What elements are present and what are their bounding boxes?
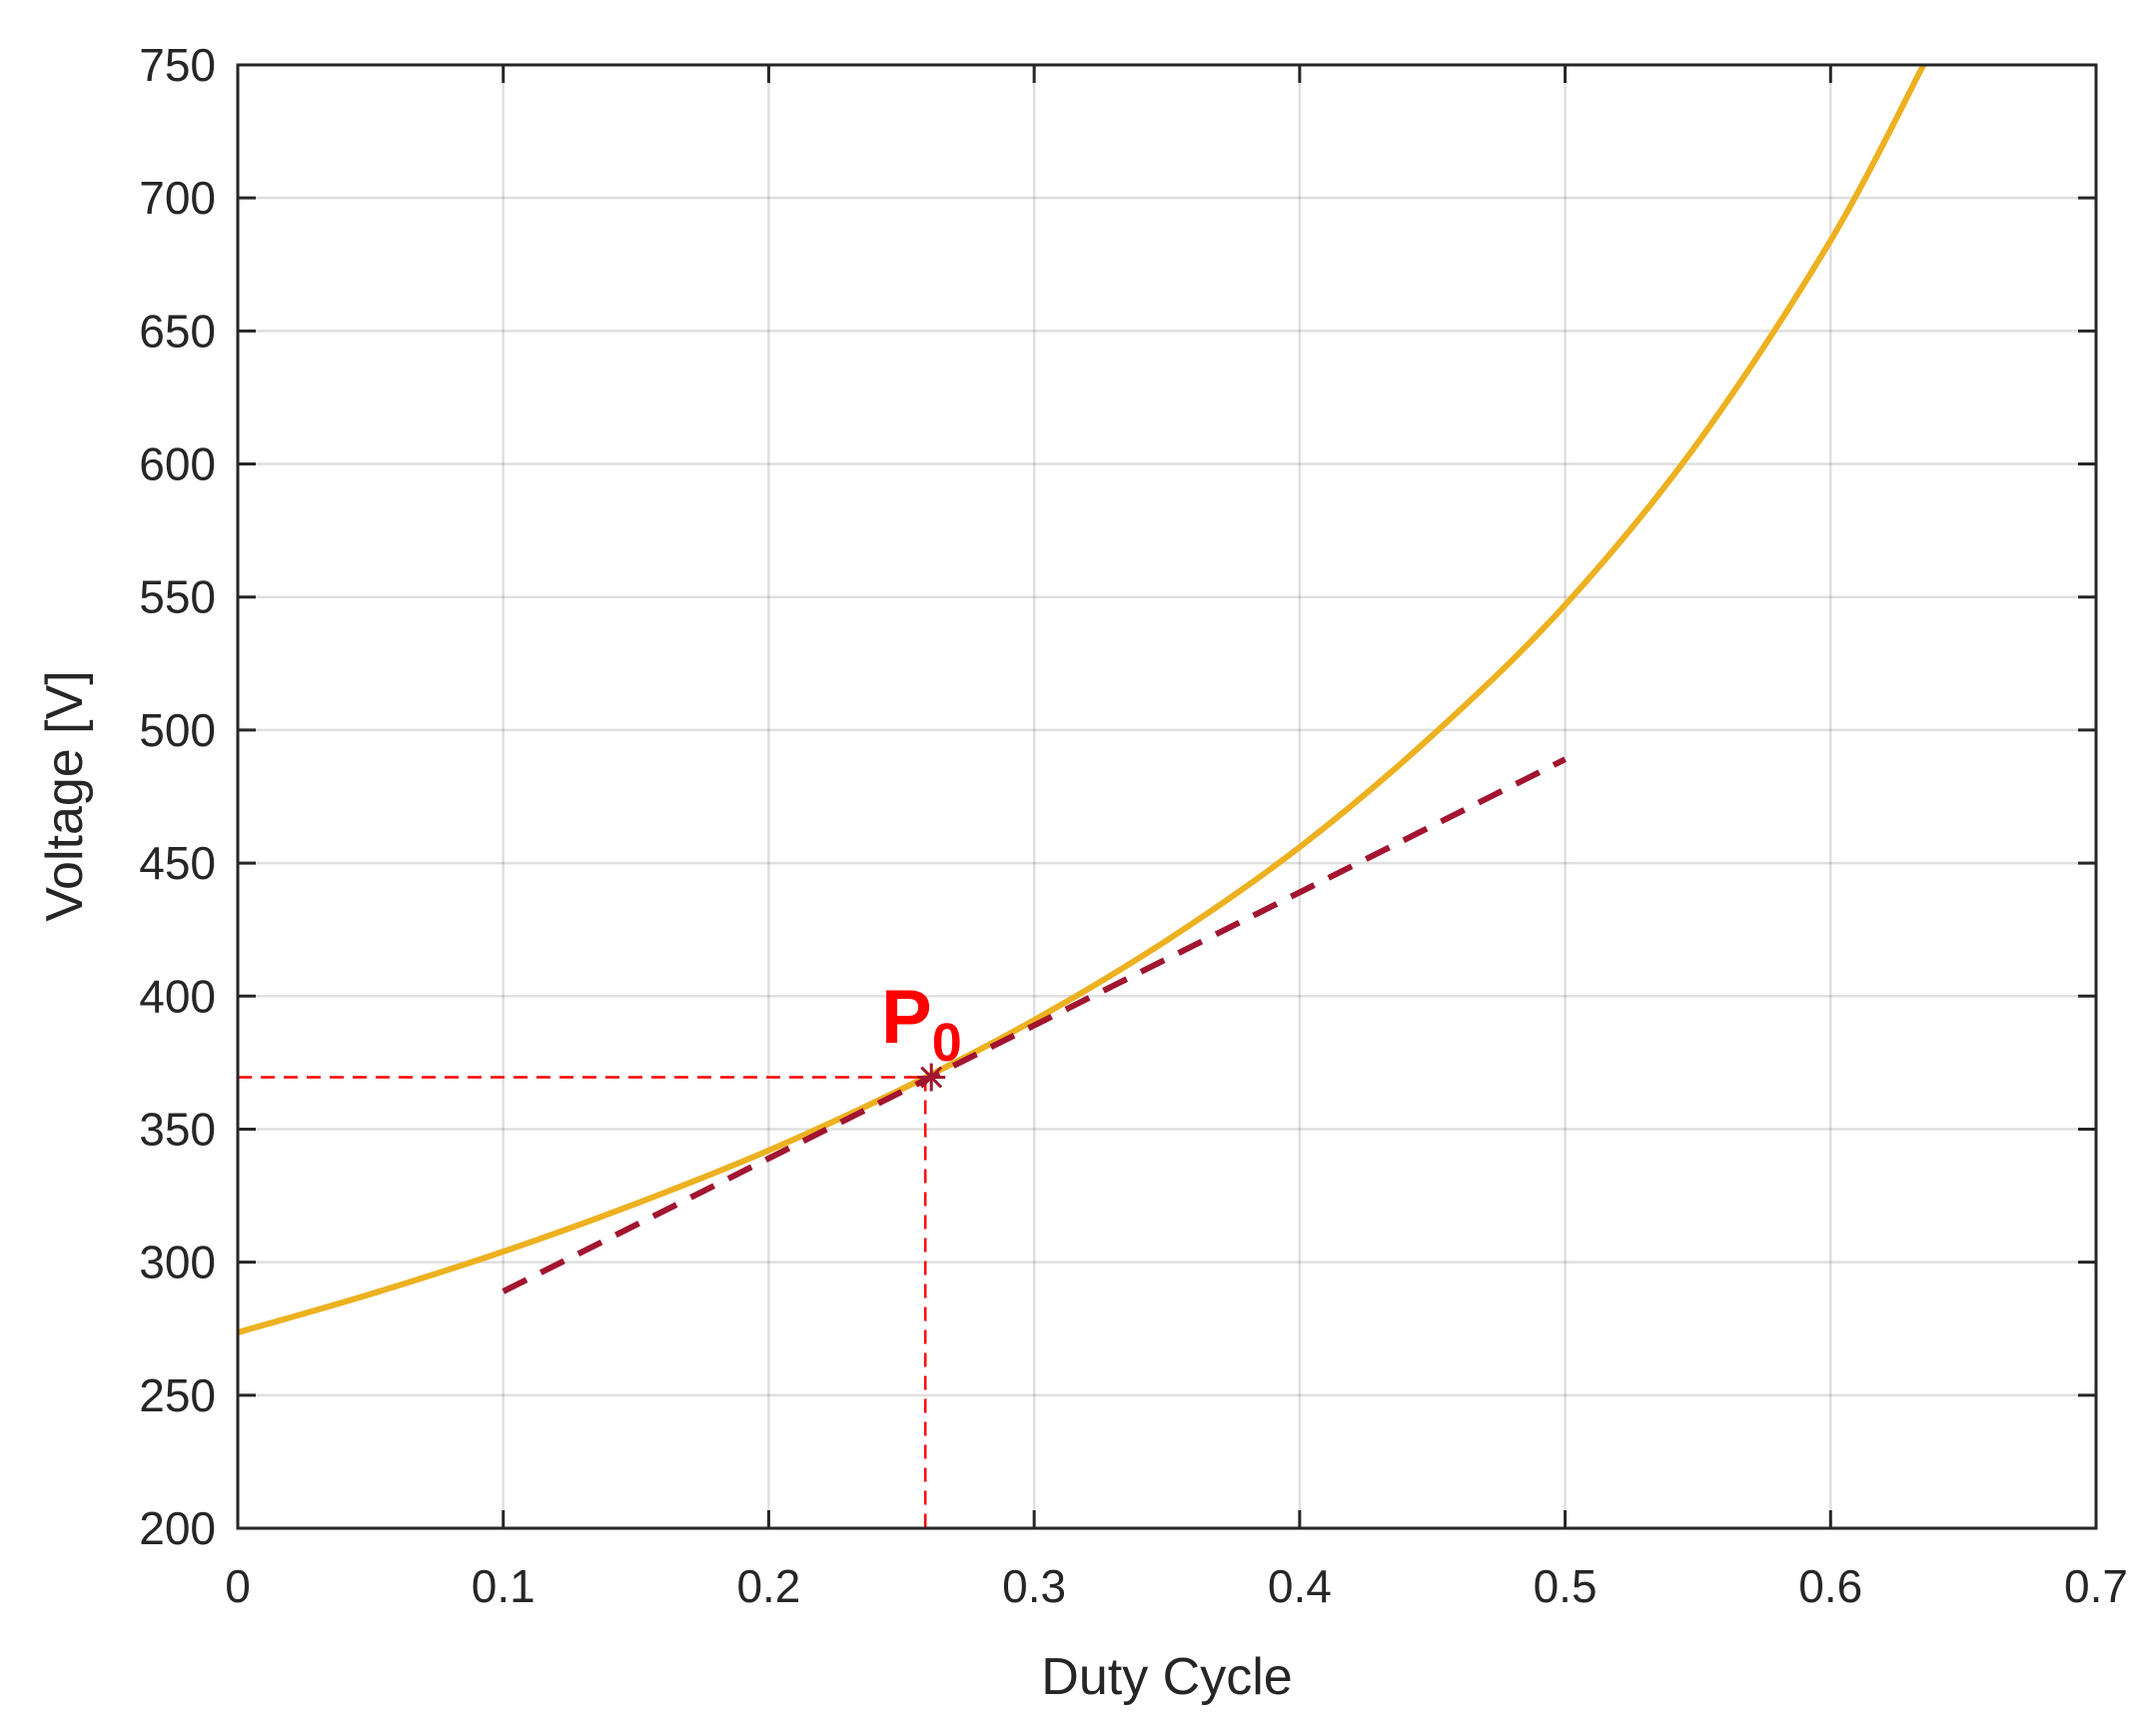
operating-point-marker-stroke [920, 1066, 943, 1089]
y-tick-label: 250 [139, 1369, 216, 1421]
operating-point-label-subscript: 0 [932, 1013, 962, 1073]
y-tick-label: 500 [139, 704, 216, 756]
x-tick-label: 0.4 [1268, 1560, 1332, 1612]
x-tick-label: 0.2 [736, 1560, 800, 1612]
y-tick-label: 200 [139, 1502, 216, 1554]
y-tick-label: 350 [139, 1103, 216, 1155]
series-layer [237, 63, 1926, 1335]
plot-background [238, 65, 2096, 1528]
y-tick-label: 650 [139, 305, 216, 357]
x-axis-title: Duty Cycle [1041, 1648, 1292, 1706]
y-tick-label: 300 [139, 1237, 216, 1288]
ticks [236, 63, 2098, 1530]
y-axis-title: Voltage [V] [36, 670, 94, 922]
y-tick-label: 600 [139, 438, 216, 490]
marker-layer [917, 1063, 946, 1092]
x-tick-labels: 0 0.1 0.2 0.3 0.4 0.5 0.6 0.7 [225, 1560, 2128, 1612]
y-tick-label: 550 [139, 571, 216, 623]
y-tick-label: 700 [139, 172, 216, 224]
series-line-curve [237, 63, 1926, 1335]
x-tick-label: 0.1 [472, 1560, 536, 1612]
x-tick-label: 0 [225, 1560, 251, 1612]
x-tick-label: 0.3 [1002, 1560, 1066, 1612]
operating-point-label: P0 [881, 975, 962, 1073]
y-tick-label: 400 [139, 970, 216, 1022]
plot-frame [236, 63, 2098, 1530]
operating-point-guides [238, 1076, 927, 1536]
operating-point-marker [917, 1063, 946, 1092]
y-tick-label: 450 [139, 837, 216, 889]
operating-point-label-main: P [881, 975, 932, 1060]
x-tick-label: 0.7 [2064, 1560, 2128, 1612]
y-tick-label: 750 [139, 39, 216, 91]
x-tick-label: 0.5 [1534, 1560, 1598, 1612]
series-line-tangent [502, 756, 1567, 1294]
y-tick-labels: 200 250 300 350 400 450 500 550 600 650 700 750 [139, 39, 216, 1554]
x-tick-label: 0.6 [1798, 1560, 1862, 1612]
grid [238, 65, 2096, 1528]
